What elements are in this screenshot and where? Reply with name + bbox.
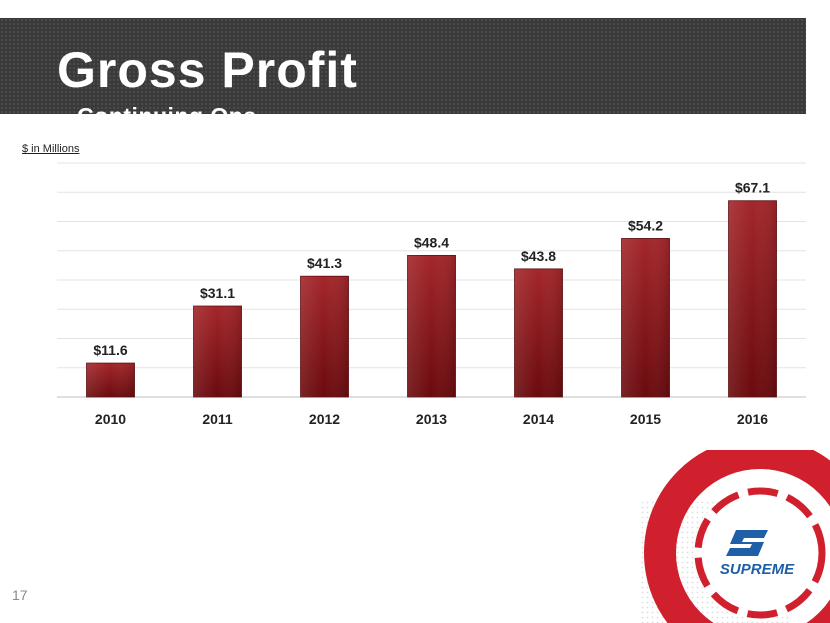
value-label-2011: $31.1 (200, 285, 235, 301)
value-label-2014: $43.8 (521, 248, 556, 264)
bar-shine-2010 (86, 363, 135, 397)
bar-shine-2012 (300, 276, 349, 397)
value-label-2010: $11.6 (93, 342, 127, 358)
x-tick-2011: 2011 (202, 411, 233, 427)
logo-inner-ring (694, 487, 826, 619)
bar-shine-2016 (728, 200, 777, 397)
logo-inner-disc (694, 487, 826, 619)
supreme-logo: SUPREME (640, 450, 830, 623)
supreme-s-icon (726, 530, 768, 556)
value-label-2013: $48.4 (414, 234, 449, 250)
page-number: 17 (12, 587, 28, 603)
bar-shine-2015 (621, 238, 670, 397)
logo-wordmark: SUPREME (720, 561, 795, 578)
gross-profit-bar-chart: $11.6 $31.1 $41.3 $48.4 $43.8 $54.2 $67.1 2010… (57, 162, 806, 427)
bar-shine-2011 (193, 306, 242, 397)
slide-title: Gross Profit (57, 42, 358, 98)
x-tick-2010: 2010 (95, 411, 126, 427)
value-label-2016: $67.1 (735, 180, 770, 196)
x-tick-2014: 2014 (523, 411, 554, 427)
title-banner: Gross Profit – Continuing Ops (0, 18, 806, 129)
slide-subtitle: – Continuing Ops (57, 103, 257, 129)
x-tick-2016: 2016 (737, 411, 768, 427)
x-tick-2013: 2013 (416, 411, 447, 427)
x-tick-2015: 2015 (630, 411, 661, 427)
value-label-2015: $54.2 (628, 217, 663, 233)
unit-label: $ in Millions (22, 143, 80, 155)
bar-shine-2013 (407, 255, 456, 397)
bar-shine-2014 (514, 268, 563, 397)
value-label-2012: $41.3 (307, 255, 342, 271)
logo-outer-ring (644, 450, 830, 623)
x-tick-2012: 2012 (309, 411, 340, 427)
